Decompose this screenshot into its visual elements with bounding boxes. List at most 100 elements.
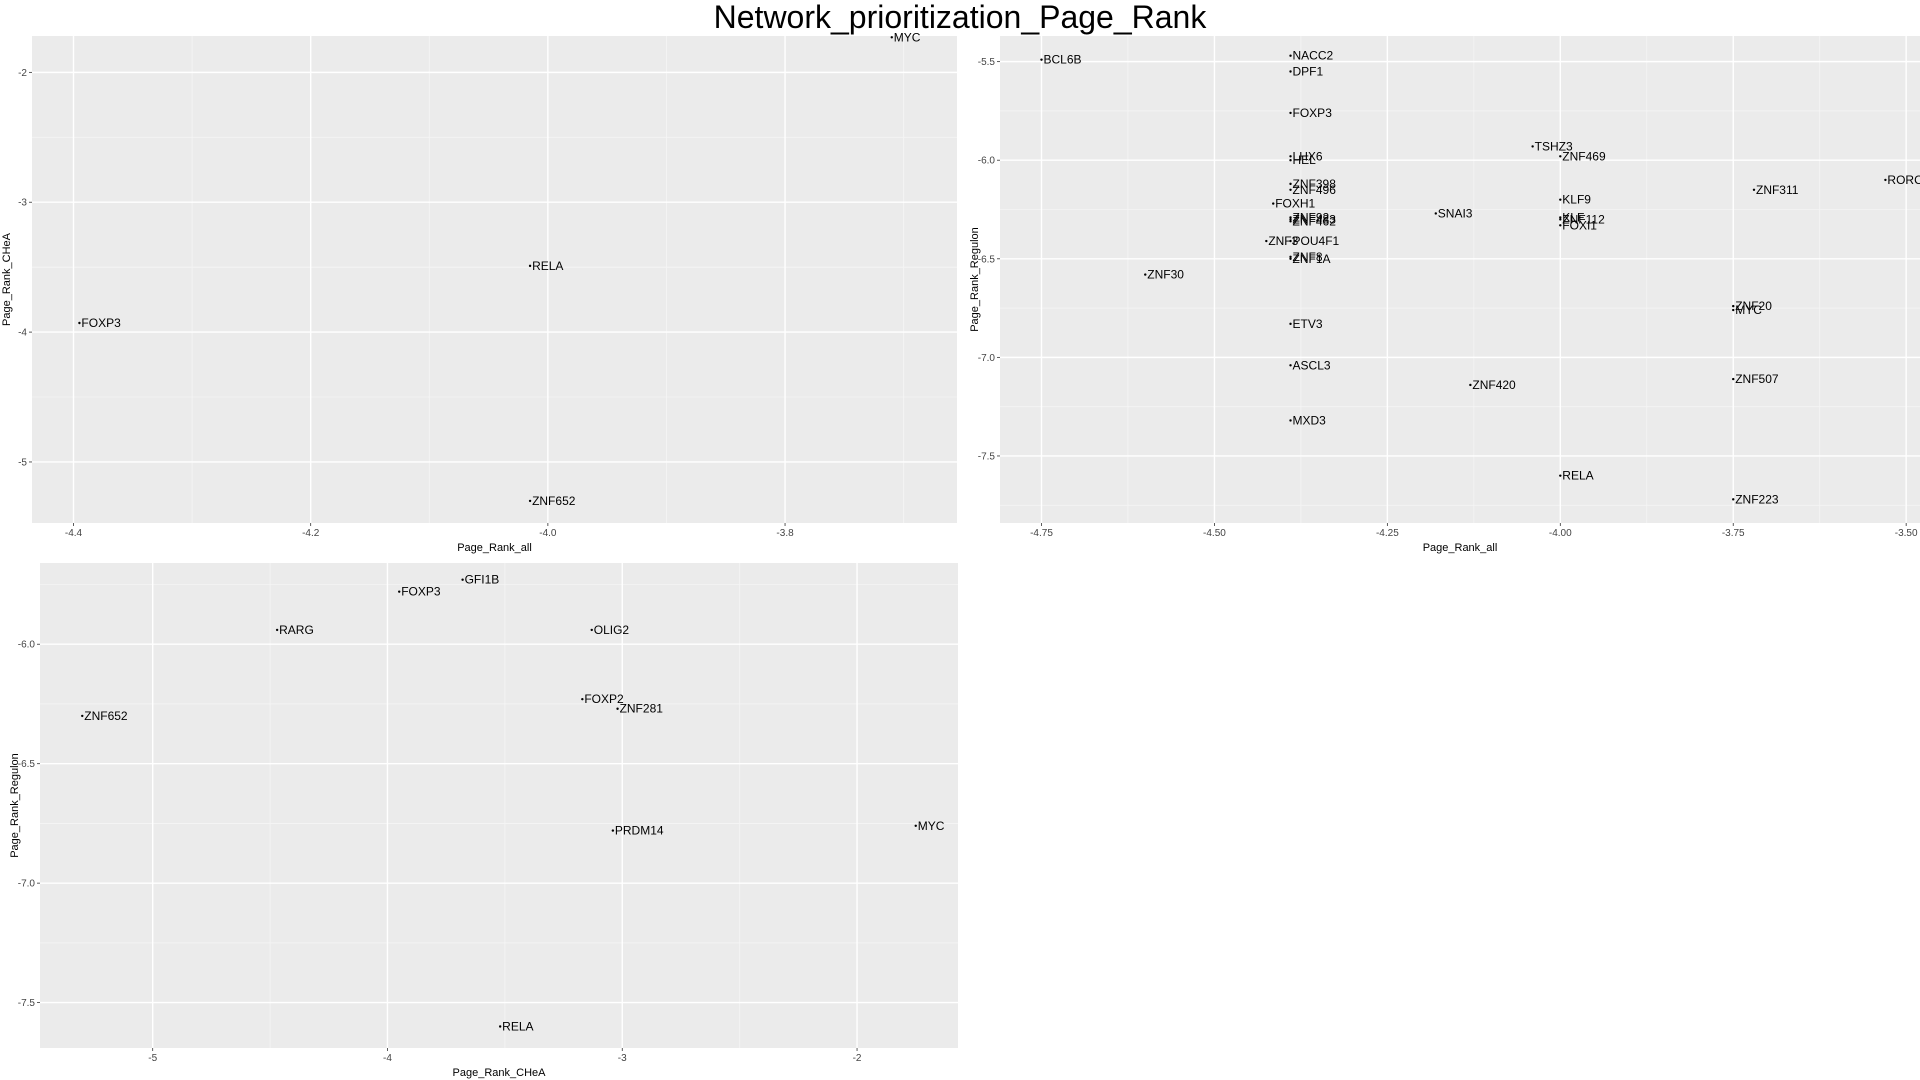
data-point [1289,182,1292,186]
data-point [1559,474,1562,477]
y-tick-label: -4 [18,328,27,339]
data-point [1732,498,1735,501]
data-point-label: KLF9 [1562,193,1591,207]
data-point-label: ZNF398 [1293,177,1337,191]
data-point-label: ZNF30 [1147,268,1184,282]
data-point-label: RELA [502,1019,533,1033]
data-point [1531,145,1534,148]
y-tick-label: -5 [18,457,27,468]
data-point-label: POU4F1 [1293,234,1340,248]
scatter-panel-all-vs-chea: -4.4 -4.2 -4.0 -3.8 -5 -4 -3 -2 Page_Rank_all Pag… [1,30,957,554]
y-tick-label: -6.0 [978,156,996,167]
data-point-label: ETV3 [1293,317,1323,331]
data-point-label: ZNF281 [620,702,664,716]
panel-background [32,36,957,523]
data-point-label: ZNF112 [1562,212,1605,226]
data-point [1040,58,1043,61]
y-axis-label: Page_Rank_CHeA [1,232,13,326]
data-point [1289,155,1292,158]
data-point [1752,188,1756,191]
y-tick-label: -5.5 [978,57,996,68]
data-point [1289,255,1292,259]
data-point-label: FOXP2 [584,692,624,706]
data-point-label: ZNF92 [1293,210,1330,224]
data-point [1289,419,1292,422]
data-point [1144,273,1147,276]
data-point [581,697,584,701]
data-point-label: ZNF1A [1293,252,1331,266]
y-tick-label: -7.0 [978,353,996,364]
x-tick-label: -4.50 [1203,528,1226,539]
data-point [1469,383,1472,387]
data-point [1884,178,1887,182]
y-tick-label: -7.5 [18,998,36,1009]
data-point-label: TSHZ3 [1535,139,1573,153]
data-point [616,707,619,710]
figure-title: Network_prioritization_Page_Rank [713,0,1207,35]
data-point-label: ZNF3 [1268,234,1298,248]
data-point-label: PRDM14 [615,824,664,838]
y-tick-label: -6.0 [18,640,36,651]
x-tick-label: -4.75 [1030,528,1053,539]
data-point-label: MYC [1735,303,1762,317]
x-tick-label: -3 [618,1053,627,1064]
data-point [590,628,593,632]
data-point-label: MYC [894,30,921,44]
x-axis-label: Page_Rank_CHeA [453,1067,547,1079]
data-point [1272,202,1275,205]
data-point [1289,159,1292,162]
data-point-label: RELA [532,259,563,273]
data-point-label: HEL [1293,153,1317,167]
data-point [1732,377,1735,381]
data-point [1732,308,1735,312]
data-point-label: FOXP3 [1293,106,1333,120]
data-point-label: MYC [918,819,945,833]
x-tick-label: -4.2 [302,528,320,539]
data-point [1265,239,1268,243]
y-tick-label: -6.5 [18,759,36,770]
data-point-label: ZNF20 [1735,299,1772,313]
data-point [1289,188,1292,191]
data-point [1289,364,1292,367]
y-tick-label: -6.5 [978,254,996,265]
y-tick-label: -2 [18,68,27,79]
data-point-label: RARG [279,623,314,637]
data-point-label: ZNF496 [1293,183,1337,197]
data-point-label: NACC2 [1293,49,1334,63]
data-point [1559,198,1562,201]
panel-background [40,563,958,1048]
data-point [528,499,532,503]
x-tick-label: -3.50 [1895,528,1918,539]
data-point [1289,322,1292,326]
data-point [498,1025,502,1028]
panel-background [1000,36,1920,523]
x-tick-label: -4 [383,1053,392,1064]
data-point-label: FOXI1 [1562,218,1597,232]
data-point-label: RORC [1887,173,1920,187]
data-point-label: BCL6B [1044,53,1082,67]
x-tick-label: -4.25 [1376,528,1399,539]
data-point-label: LHX6 [1293,149,1323,163]
data-point [1434,212,1437,215]
data-point [1559,216,1562,219]
data-point [914,824,917,828]
data-point-label: DPF1 [1293,64,1324,78]
data-point-label: ZNF507 [1735,372,1779,386]
x-tick-label: -4.00 [1549,528,1572,539]
data-point [1559,218,1562,221]
data-point-label: FOXP3 [401,585,441,599]
y-axis-label: Page_Rank_Regulon [969,227,981,332]
data-point-label: RELA [1562,469,1593,483]
data-point [890,36,893,39]
data-point-label: ASCL3 [1293,358,1331,372]
x-axis-label: Page_Rank_all [457,542,532,554]
data-point [1289,216,1292,219]
data-point [461,578,464,581]
data-point-label: MXD3 [1293,413,1327,427]
data-point-label: ZNF652 [532,494,576,508]
data-point [398,590,401,593]
data-point [1289,54,1292,57]
x-axis-label: Page_Rank_all [1423,542,1498,554]
data-point-label: ZNF8 [1293,250,1323,264]
